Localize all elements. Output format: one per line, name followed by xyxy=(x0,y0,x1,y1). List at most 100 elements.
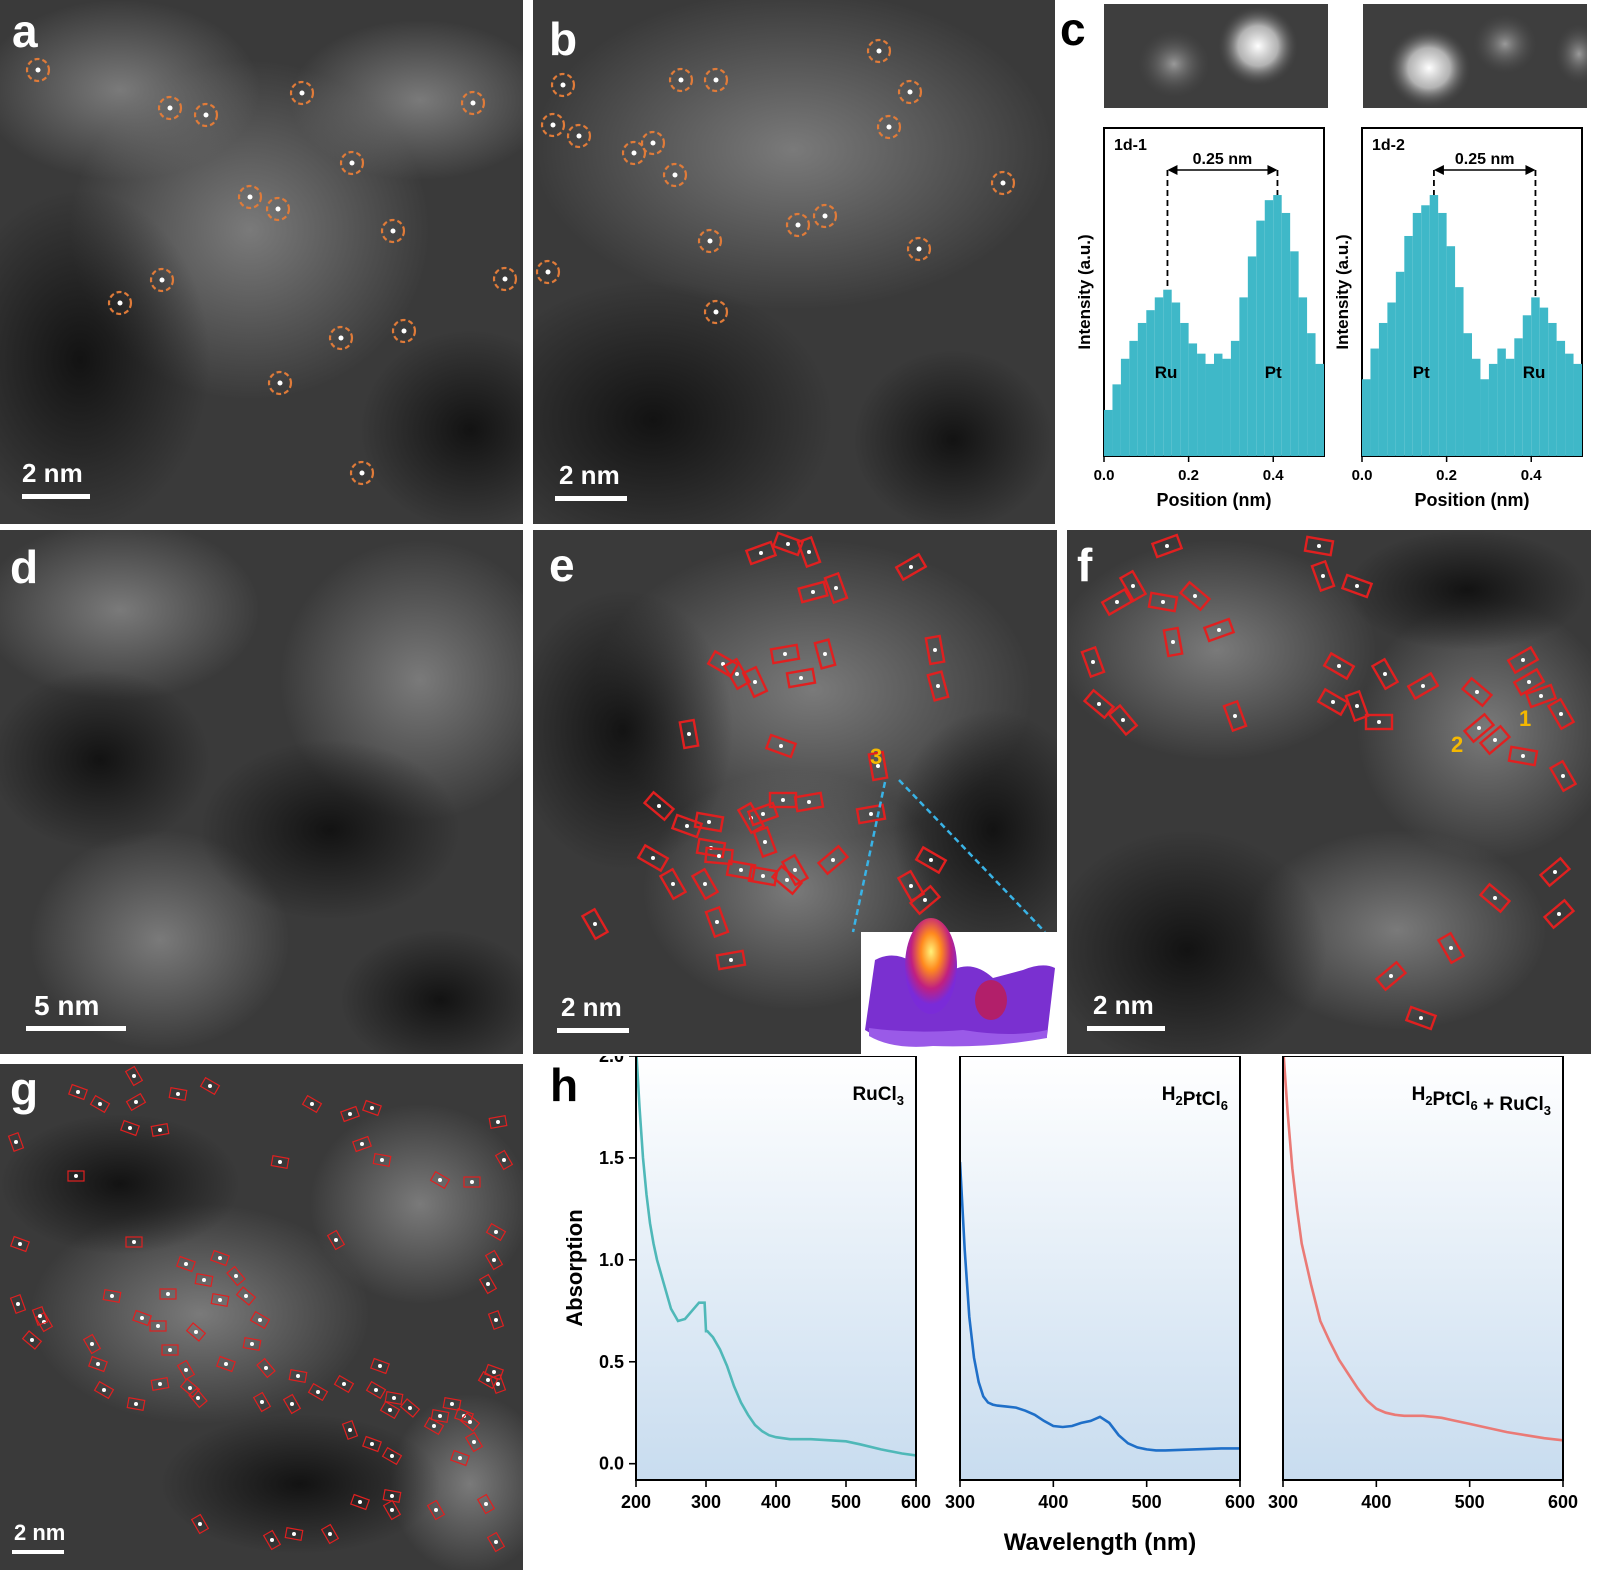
atom-dot xyxy=(761,874,765,878)
x-axis-label: Position (nm) xyxy=(1157,490,1272,510)
atom-dot xyxy=(218,1298,222,1302)
panel-d-image xyxy=(0,530,523,1054)
atom-pair-box xyxy=(1546,697,1576,731)
atom-pair-box xyxy=(1178,580,1212,612)
atom-dot xyxy=(1233,714,1237,718)
atom-dot xyxy=(721,662,725,666)
atom-dot xyxy=(685,824,689,828)
atom-dot xyxy=(886,124,892,130)
atom-pair-box xyxy=(168,1086,188,1102)
atom-dot xyxy=(496,1382,500,1386)
panel-g-label: g xyxy=(10,1064,39,1115)
atom-pair-box xyxy=(124,1065,144,1087)
atom-dot xyxy=(348,1112,352,1116)
panel-f-image xyxy=(1067,530,1591,1054)
panel-a: a 2 nm xyxy=(0,0,523,524)
panel-f: f 1 2 2 nm xyxy=(1067,530,1591,1054)
atom-marker-circle xyxy=(785,212,811,238)
atom-pair-box xyxy=(487,1310,505,1330)
atom-pair-box xyxy=(341,1420,359,1440)
atom-dot xyxy=(270,1538,274,1542)
profile-bar xyxy=(1446,246,1456,456)
atom-pair-box xyxy=(68,1083,88,1101)
atom-pair-box xyxy=(210,1292,230,1308)
atom-dot xyxy=(494,1318,498,1322)
atom-dot xyxy=(1131,584,1135,588)
atom-dot xyxy=(703,882,707,886)
atom-dot xyxy=(218,1256,222,1260)
profile-bar xyxy=(1522,315,1532,456)
atom-pair-box xyxy=(1080,645,1106,679)
atom-dot xyxy=(202,1278,206,1282)
profile-bar xyxy=(1514,338,1523,456)
atom-dot xyxy=(1557,912,1561,916)
atom-dot xyxy=(650,140,656,146)
atom-dot xyxy=(328,1532,332,1536)
atom-dot xyxy=(1421,684,1425,688)
atom-dot xyxy=(717,854,721,858)
atom-pair-box xyxy=(704,905,730,939)
atom-pair-box xyxy=(1404,1005,1438,1031)
atom-pair-box xyxy=(797,580,829,604)
atom-dot xyxy=(799,676,803,680)
atom-dot xyxy=(761,812,765,816)
panel-a-image xyxy=(0,0,523,524)
atom-pair-box xyxy=(333,1374,355,1394)
atom-dot xyxy=(1521,658,1525,662)
atom-marker-circle xyxy=(621,140,647,166)
atom-dot xyxy=(370,1106,374,1110)
atom-dot xyxy=(14,1140,18,1144)
atom-pair-box xyxy=(678,718,700,750)
atom-dot xyxy=(359,470,365,476)
profile-bar xyxy=(1171,302,1181,456)
panel-d-scale-bar xyxy=(26,1026,126,1031)
y-axis-label: Intensity (a.u.) xyxy=(1075,234,1094,349)
atom-pair-box xyxy=(484,1249,504,1271)
atom-dot xyxy=(933,648,937,652)
atom-pair-box xyxy=(1370,657,1400,691)
atom-pair-box xyxy=(102,1288,122,1304)
atom-dot xyxy=(783,652,787,656)
atom-marker-circle xyxy=(668,67,694,93)
atom-pair-box xyxy=(235,1286,257,1306)
atom-dot xyxy=(1337,664,1341,668)
atom-dot xyxy=(1521,754,1525,758)
profile-chart-1: 1d-1 0.25 nm Ru Pt 0.0 0.2 0.4 Position (nm) Int… xyxy=(1075,127,1325,510)
x-tick-label: 300 xyxy=(691,1492,721,1512)
atom-marker-circle xyxy=(535,259,561,285)
atom-dot xyxy=(392,1396,396,1400)
atom-dot xyxy=(834,586,838,590)
atom-dot xyxy=(1389,974,1393,978)
atom-pair-box xyxy=(1344,689,1370,723)
profile-bar xyxy=(1438,212,1447,456)
atom-dot xyxy=(470,1180,474,1184)
profile-bar xyxy=(1137,322,1147,456)
atom-pair-box xyxy=(150,1376,170,1392)
profile-bar xyxy=(1104,409,1113,456)
x-tick-label: 400 xyxy=(1038,1492,1068,1512)
y-tick-label: 0.5 xyxy=(599,1352,624,1372)
x-tick-label: 500 xyxy=(1455,1492,1485,1512)
atom-dot xyxy=(1377,720,1381,724)
atom-marker-circle xyxy=(267,370,293,396)
atom-pair-box xyxy=(340,1105,360,1123)
profile-bar xyxy=(1188,343,1198,456)
profile-bar xyxy=(1565,353,1574,456)
atom-dot xyxy=(110,1294,114,1298)
atom-pair-box xyxy=(725,859,757,881)
atom-dot xyxy=(494,1540,498,1544)
atom-dot xyxy=(128,1126,132,1130)
atom-marker-circle xyxy=(107,290,133,316)
atom-pair-box xyxy=(379,1400,401,1420)
atom-dot xyxy=(550,122,556,128)
uv-spectrum-line xyxy=(960,1161,1240,1452)
atom-dot xyxy=(1193,594,1197,598)
atom-pair-box xyxy=(785,667,817,689)
atom-pair-box xyxy=(464,1431,484,1453)
atom-dot xyxy=(916,246,922,252)
profile-bar xyxy=(1387,302,1396,456)
atom-dot xyxy=(1355,584,1359,588)
profile-bar xyxy=(1222,358,1231,456)
atom-dot xyxy=(1355,704,1359,708)
uv-spectrum-line xyxy=(636,1056,916,1457)
